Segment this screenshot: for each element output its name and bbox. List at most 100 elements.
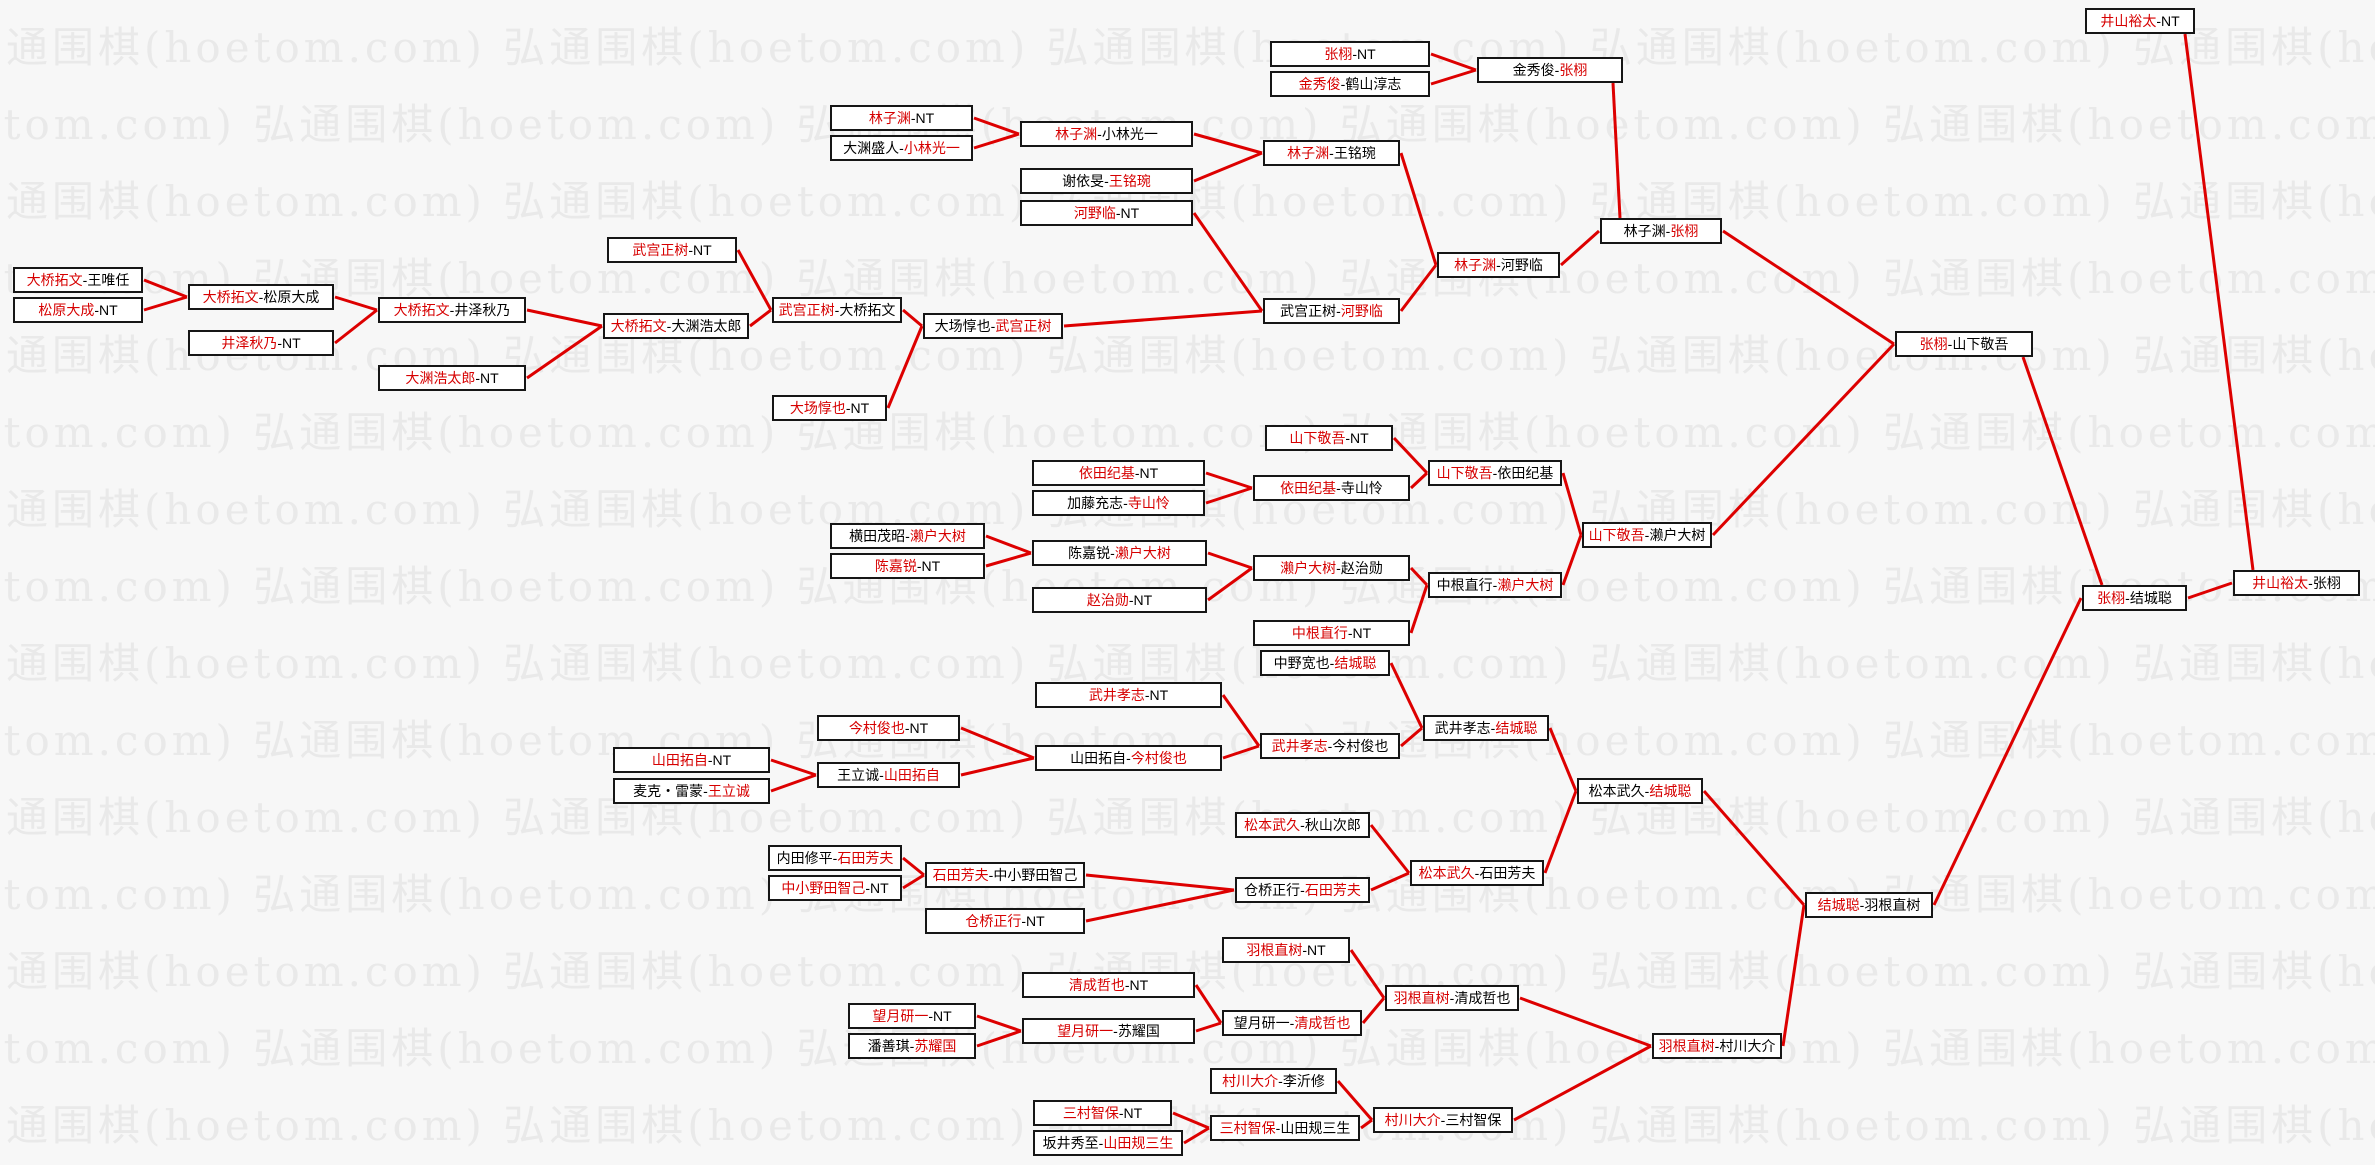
match-box: 三村智保 - 山田规三生	[1210, 1115, 1360, 1141]
name-separator: -	[1327, 738, 1333, 754]
winner-name: 石田芳夫	[837, 850, 894, 866]
player-name: 李沂修	[1282, 1073, 1325, 1089]
winner-name: 村川大介	[1222, 1073, 1279, 1089]
bracket-line	[1711, 342, 1896, 537]
player-name: NT	[712, 752, 732, 768]
match-box: 林子渊 - NT	[830, 105, 973, 131]
player-name: 依田纪基	[1497, 465, 1554, 481]
name-separator: -	[1340, 76, 1346, 92]
match-box: 中小野田智己 - NT	[768, 875, 902, 901]
player-name: NT	[99, 302, 118, 318]
player-name: 石田芳夫	[1479, 865, 1536, 881]
winner-name: 仓桥正行	[965, 913, 1022, 929]
match-box: 山田拓自 - 今村俊也	[1035, 745, 1222, 771]
name-separator: -	[905, 528, 910, 544]
match-box: 山下敬吾 - NT	[1265, 425, 1393, 451]
winner-name: 濑户大树	[909, 528, 966, 544]
bracket-line	[1409, 584, 1429, 634]
match-box: 张栩 - 山下敬吾	[1895, 331, 2033, 357]
player-name: NT	[1149, 687, 1169, 703]
bracket-line	[1193, 132, 1263, 155]
player-name: 望月研一	[1233, 1015, 1290, 1031]
winner-name: 今村俊也	[848, 720, 905, 736]
player-name: 中野宽也	[1273, 655, 1330, 671]
match-box: 王立诚 - 山田拓自	[817, 762, 960, 788]
winner-name: 林子渊	[1287, 145, 1330, 161]
name-separator: -	[910, 110, 916, 126]
name-separator: -	[2308, 575, 2313, 591]
bracket-line	[2187, 581, 2233, 600]
name-separator: -	[449, 302, 455, 318]
match-box: 依田纪基 - NT	[1032, 460, 1205, 486]
name-separator: -	[1644, 783, 1650, 799]
player-name: 寺山怜	[1340, 480, 1383, 496]
name-separator: -	[1113, 1023, 1118, 1039]
match-box: 山下敬吾 - 依田纪基	[1428, 460, 1562, 486]
winner-name: 金秀俊	[1298, 76, 1341, 92]
match-box: 武井孝志 - 今村俊也	[1260, 733, 1400, 759]
player-name: 清成哲也	[1454, 990, 1511, 1006]
winner-name: 松本武久	[1418, 865, 1475, 881]
name-separator: -	[1336, 303, 1341, 319]
name-separator: -	[1440, 1112, 1446, 1128]
winner-name: 张栩	[1670, 223, 1699, 239]
match-box: 林子渊 - 小林光一	[1020, 121, 1193, 147]
name-separator: -	[1124, 977, 1130, 993]
match-box: 羽根直树 - 村川大介	[1652, 1033, 1782, 1059]
match-box: 横田茂昭 - 濑户大树	[830, 523, 985, 549]
winner-name: 依田纪基	[1280, 480, 1337, 496]
bracket-line	[1702, 790, 1806, 906]
player-name: 坂井秀至	[1042, 1135, 1099, 1151]
player-name: 今村俊也	[1332, 738, 1389, 754]
player-name: 井泽秋乃	[454, 302, 511, 318]
bracket-line	[334, 295, 378, 312]
bracket-line	[1611, 82, 1622, 219]
bracket-line	[1561, 472, 1583, 536]
name-separator: -	[1492, 465, 1498, 481]
match-box: 张栩 - NT	[1270, 41, 1430, 67]
name-separator: -	[1329, 655, 1335, 671]
bracket-line	[976, 1029, 1022, 1048]
match-box: 松本武久 - 秋山次郎	[1235, 812, 1370, 838]
player-name: 王唯任	[87, 272, 130, 288]
winner-name: 张栩	[1919, 336, 1948, 352]
bracket-line	[1561, 534, 1583, 586]
match-box: 谢依旻 - 王铭琬	[1020, 168, 1193, 194]
winner-name: 赵治勋	[1086, 592, 1129, 608]
bracket-line	[1205, 471, 1253, 490]
winner-name: 寺山怜	[1127, 495, 1170, 511]
match-box: 潘善琪 - 苏耀国	[848, 1033, 976, 1059]
match-box: 河野临 - NT	[1020, 200, 1193, 226]
bracket-line	[1400, 726, 1423, 748]
bracket-line	[1543, 790, 1578, 874]
bracket-line	[749, 308, 772, 328]
bracket-line	[1409, 471, 1429, 490]
bracket-line	[1193, 151, 1263, 183]
bracket-line	[1409, 566, 1429, 587]
winner-name: 望月研一	[1057, 1023, 1114, 1039]
bracket-line	[1513, 1044, 1652, 1122]
name-separator: -	[916, 558, 922, 574]
player-name: 濑户大树	[1649, 527, 1706, 543]
match-box: 武井孝志 - 结城聪	[1423, 715, 1549, 741]
name-separator: -	[2156, 13, 2161, 29]
bracket-line	[770, 758, 817, 777]
winner-name: 小林光一	[903, 140, 960, 156]
match-box: 中根直行 - 濑户大树	[1428, 572, 1562, 598]
match-box: 武井孝志 - NT	[1035, 682, 1222, 708]
winner-name: 山田拓自	[651, 752, 708, 768]
player-name: NT	[1357, 46, 1376, 62]
name-separator: -	[1336, 560, 1341, 576]
winner-name: 濑户大树	[1497, 577, 1554, 593]
bracket-line	[736, 249, 773, 311]
name-separator: -	[258, 289, 264, 305]
name-separator: -	[1300, 882, 1305, 898]
name-separator: -	[1336, 480, 1341, 496]
match-box: 村川大介 - 李沂修	[1210, 1068, 1337, 1094]
bracket-line	[960, 756, 1035, 777]
player-name: NT	[909, 720, 929, 736]
name-separator: -	[703, 783, 708, 799]
bracket-line	[902, 856, 925, 877]
name-separator: -	[1492, 577, 1498, 593]
